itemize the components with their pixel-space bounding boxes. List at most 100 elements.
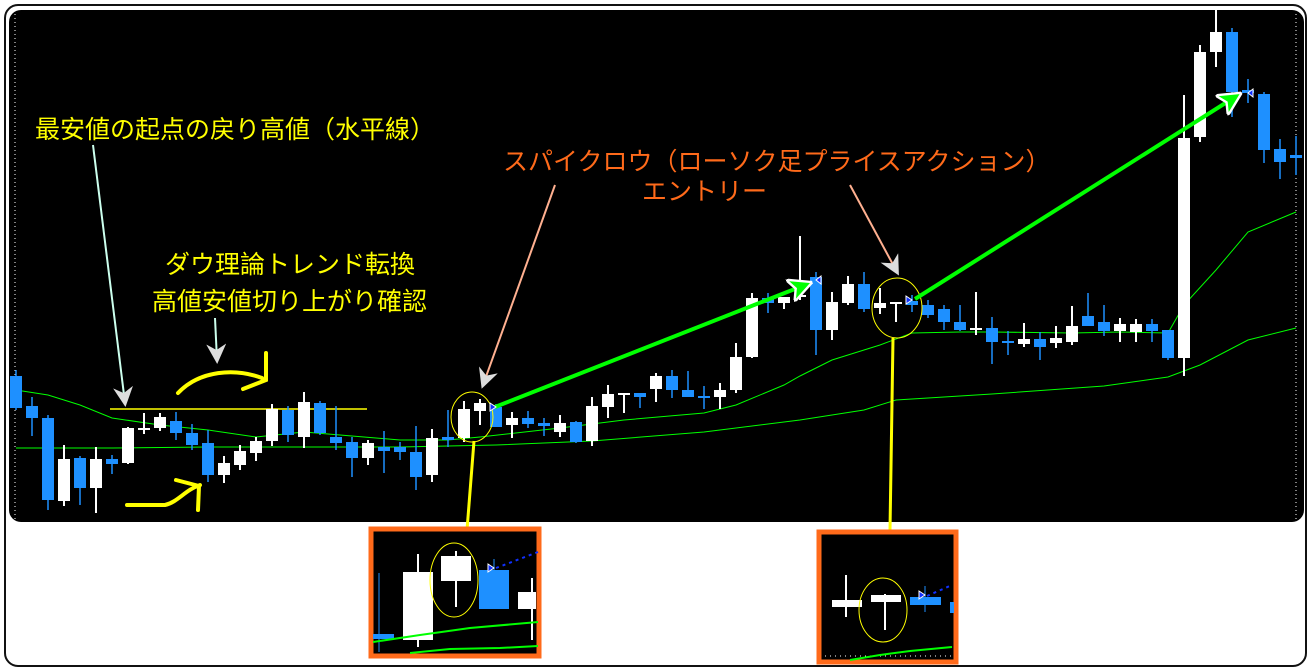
candle xyxy=(474,399,486,425)
candle-body xyxy=(970,328,982,330)
dow-theory-label-2: 高値安値切り上がり確認 xyxy=(152,287,427,316)
dow-pointer xyxy=(206,317,227,364)
candle xyxy=(1210,6,1222,67)
candle-body xyxy=(122,428,134,463)
candle xyxy=(10,370,22,410)
inset-connector-2 xyxy=(888,337,895,531)
candle-body xyxy=(474,403,486,411)
candle xyxy=(586,397,598,446)
candle-body xyxy=(698,396,710,398)
candle xyxy=(122,427,134,464)
candle xyxy=(234,445,246,470)
candle xyxy=(1114,318,1126,342)
candle xyxy=(90,447,102,513)
candle xyxy=(202,430,214,482)
candle xyxy=(266,404,278,446)
candle-body xyxy=(1242,90,1254,93)
candle xyxy=(730,343,742,393)
candle xyxy=(26,397,38,436)
candle xyxy=(522,411,534,428)
candle xyxy=(442,410,454,447)
candle xyxy=(714,383,726,409)
candle-body xyxy=(1082,316,1094,326)
candle-body xyxy=(826,302,838,330)
candle-body xyxy=(442,437,454,440)
candle-body xyxy=(346,442,358,458)
candle xyxy=(1018,323,1030,347)
candle xyxy=(1082,293,1094,326)
candle xyxy=(1002,331,1014,355)
candle-body xyxy=(938,309,950,322)
candle xyxy=(362,440,374,465)
entry-label-1: スパイクロウ（ローソク足プライスアクション） xyxy=(503,147,1051,176)
candle xyxy=(970,292,982,335)
candle-body xyxy=(154,417,166,428)
candle-body xyxy=(1210,32,1222,52)
zoom-inset-2 xyxy=(816,529,959,665)
candle-body xyxy=(1130,324,1142,332)
candle-body xyxy=(602,394,614,407)
inset-connector-1 xyxy=(465,440,476,531)
candle xyxy=(666,370,678,398)
candle xyxy=(554,415,566,437)
candle xyxy=(986,317,998,364)
exit-marker-icon-1 xyxy=(815,274,822,286)
entry-label-2: エントリー xyxy=(642,177,767,206)
candle-body xyxy=(1162,330,1174,358)
candle-body xyxy=(730,357,742,390)
candle-body xyxy=(1114,324,1126,331)
candle-body xyxy=(426,438,438,475)
candle xyxy=(634,393,646,408)
candle-body xyxy=(906,301,918,305)
candle xyxy=(154,413,166,431)
candle-body xyxy=(138,428,150,430)
candle-body xyxy=(922,305,934,315)
candle-body xyxy=(234,451,246,465)
candle xyxy=(58,445,70,506)
spike-low-highlight-2 xyxy=(871,277,923,339)
candle xyxy=(538,418,550,436)
candle-body xyxy=(1050,338,1062,343)
candle-body xyxy=(1274,149,1286,162)
candle-body xyxy=(714,390,726,397)
candle xyxy=(170,412,182,440)
candle xyxy=(922,300,934,318)
chart-background xyxy=(9,10,1304,522)
candle xyxy=(186,424,198,450)
candle-body xyxy=(746,298,758,357)
candle-body xyxy=(1226,32,1238,92)
candle xyxy=(1050,326,1062,348)
candle-body xyxy=(106,459,118,464)
candle xyxy=(938,305,950,330)
moving-average-line-2 xyxy=(16,327,1297,449)
candle xyxy=(618,393,630,413)
candle-body xyxy=(1098,322,1110,331)
candle xyxy=(1290,136,1302,175)
candle xyxy=(954,305,966,331)
candle-body xyxy=(10,376,22,408)
candle xyxy=(1146,319,1158,342)
trade-arrow-2 xyxy=(913,97,1235,301)
candle-body xyxy=(682,390,694,397)
candle xyxy=(1098,305,1110,336)
candle-body xyxy=(458,409,470,438)
candle-body xyxy=(314,403,326,433)
candle xyxy=(842,276,854,305)
candle-body xyxy=(362,443,374,458)
candle xyxy=(106,455,118,474)
candle xyxy=(506,412,518,438)
candle-body xyxy=(26,406,38,418)
candle-body xyxy=(58,459,70,501)
candle-body xyxy=(1034,339,1046,347)
candle-body xyxy=(1194,52,1206,137)
candle-body xyxy=(202,443,214,475)
candle-body xyxy=(1258,94,1270,150)
candle-body xyxy=(1018,339,1030,344)
candle-body xyxy=(218,463,230,475)
candle xyxy=(890,302,902,322)
candle-body xyxy=(874,303,886,308)
candle xyxy=(394,442,406,460)
candle-body xyxy=(634,393,646,397)
candle-body xyxy=(778,297,790,303)
